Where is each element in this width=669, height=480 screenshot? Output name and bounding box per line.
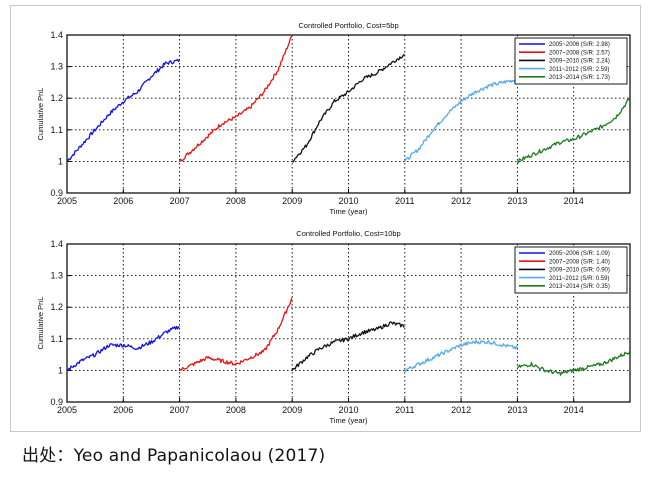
- series-line-2013-2014: [516, 98, 631, 164]
- chart-panel-1: 2005 2006 2007 2008 2009 2010 2011 2012 2013 2014…: [36, 21, 631, 216]
- source-caption: 出处：Yeo and Papanicolaou (2017): [22, 446, 326, 466]
- y-tick-label: 1.1: [50, 125, 63, 135]
- series-line-2005-2006: [66, 325, 180, 371]
- x-tick-label: 2014: [564, 196, 584, 206]
- x-tick-label: 2008: [226, 405, 246, 415]
- chart-title: Controlled Portfolio, Cost=10bp: [296, 229, 400, 238]
- series-line-2011-2012: [404, 78, 518, 162]
- y-tick-label: 1.2: [50, 93, 63, 103]
- legend: 2005~2006 (S/R: 2.98) 2007~2008 (S/R: 2.5…: [514, 37, 628, 85]
- x-tick-label: 2006: [113, 196, 133, 206]
- legend-entry: 2005~2006 (S/R: 1.09): [549, 251, 610, 257]
- series-line-2009-2010: [291, 321, 405, 371]
- y-tick-label: 0.9: [50, 397, 63, 407]
- x-tick-label: 2011: [395, 405, 414, 415]
- y-tick-label: 1.1: [50, 334, 63, 344]
- y-tick-label: 1: [58, 365, 63, 375]
- x-tick-label: 2009: [282, 405, 302, 415]
- legend-entry: 2013~2014 (S/R: 0.35): [549, 284, 610, 290]
- legend: 2005~2006 (S/R: 1.09) 2007~2008 (S/R: 1.4…: [514, 246, 628, 294]
- x-tick-label: 2006: [113, 405, 133, 415]
- legend-entry: 2009~2010 (S/R: 0.90): [549, 268, 610, 274]
- y-tick-label: 1.2: [50, 302, 63, 312]
- x-tick-label: 2011: [395, 196, 414, 206]
- x-tick-label: 2007: [170, 405, 190, 415]
- legend-entry: 2009~2010 (S/R: 2.24): [549, 59, 610, 65]
- legend-entry: 2011~2012 (S/R: 0.59): [549, 276, 609, 282]
- y-tick-label: 1.4: [50, 239, 63, 249]
- series-line-2013-2014: [517, 351, 631, 376]
- series-line-2005-2006: [66, 58, 180, 162]
- y-tick-label: 1.4: [50, 30, 63, 40]
- x-axis-label: Time (year): [329, 207, 368, 216]
- y-axis-label: Cumulative PnL: [36, 88, 45, 141]
- legend-entry: 2007~2008 (S/R: 2.57): [549, 50, 610, 56]
- y-tick-label: 0.9: [50, 188, 63, 198]
- y-tick-label: 1: [58, 156, 63, 166]
- legend-entry: 2007~2008 (S/R: 1.40): [549, 259, 610, 265]
- x-tick-label: 2010: [338, 405, 358, 415]
- x-tick-label: 2008: [226, 196, 246, 206]
- y-tick-label: 1.3: [50, 271, 63, 281]
- chart-panel-2: 2005 2006 2007 2008 2009 2010 2011 2012 2013 2014…: [36, 229, 631, 425]
- x-tick-label: 2014: [564, 405, 584, 415]
- series-line-2009-2010: [291, 53, 405, 163]
- legend-entry: 2005~2006 (S/R: 2.98): [549, 42, 610, 48]
- x-tick-label: 2013: [507, 405, 527, 415]
- x-tick-label: 2013: [507, 196, 527, 206]
- legend-entry: 2013~2014 (S/R: 1.73): [549, 75, 610, 81]
- series-line-2007-2008: [179, 34, 293, 162]
- y-tick-label: 1.3: [50, 62, 63, 72]
- x-tick-label: 2005: [57, 196, 77, 206]
- x-axis-label: Time (year): [329, 416, 368, 425]
- x-tick-label: 2007: [170, 196, 190, 206]
- x-tick-label: 2005: [57, 405, 77, 415]
- series-line-2011-2012: [404, 339, 518, 372]
- series-line-2007-2008: [179, 297, 293, 371]
- legend-entry: 2011~2012 (S/R: 2.59): [549, 67, 609, 73]
- x-tick-label: 2012: [451, 196, 471, 206]
- chart-title: Controlled Portfolio, Cost=5bp: [298, 21, 398, 30]
- x-tick-label: 2010: [338, 196, 358, 206]
- x-tick-label: 2012: [451, 405, 471, 415]
- y-axis-label: Cumulative PnL: [36, 297, 45, 350]
- x-tick-label: 2009: [282, 196, 302, 206]
